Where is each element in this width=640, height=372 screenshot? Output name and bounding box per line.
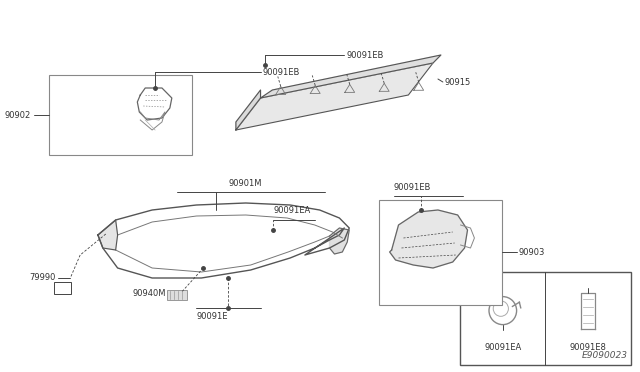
Bar bbox=[49, 75, 191, 155]
Text: 90091E8: 90091E8 bbox=[570, 343, 606, 352]
Text: 90091EB: 90091EB bbox=[262, 67, 300, 77]
Polygon shape bbox=[260, 55, 441, 98]
Text: 90903: 90903 bbox=[519, 247, 545, 257]
Text: 90091EB: 90091EB bbox=[394, 183, 431, 192]
Text: 90901M: 90901M bbox=[229, 179, 262, 188]
Polygon shape bbox=[98, 220, 118, 250]
Polygon shape bbox=[236, 63, 433, 130]
Text: 90091EA: 90091EA bbox=[273, 206, 310, 215]
Text: 90902: 90902 bbox=[4, 110, 31, 119]
Bar bbox=[379, 200, 502, 305]
Text: 90091E: 90091E bbox=[196, 312, 228, 321]
Text: 90091EA: 90091EA bbox=[484, 343, 522, 352]
Text: 79990: 79990 bbox=[29, 273, 55, 282]
Text: 90940M: 90940M bbox=[132, 289, 166, 298]
Bar bbox=[460, 272, 630, 365]
Text: 90091EB: 90091EB bbox=[346, 51, 383, 60]
Bar bbox=[167, 290, 187, 300]
Polygon shape bbox=[390, 210, 467, 268]
Polygon shape bbox=[330, 228, 349, 254]
Text: E9090023: E9090023 bbox=[582, 351, 628, 360]
Polygon shape bbox=[236, 90, 260, 130]
Bar bbox=[54, 282, 71, 294]
Text: 90915: 90915 bbox=[445, 77, 471, 87]
